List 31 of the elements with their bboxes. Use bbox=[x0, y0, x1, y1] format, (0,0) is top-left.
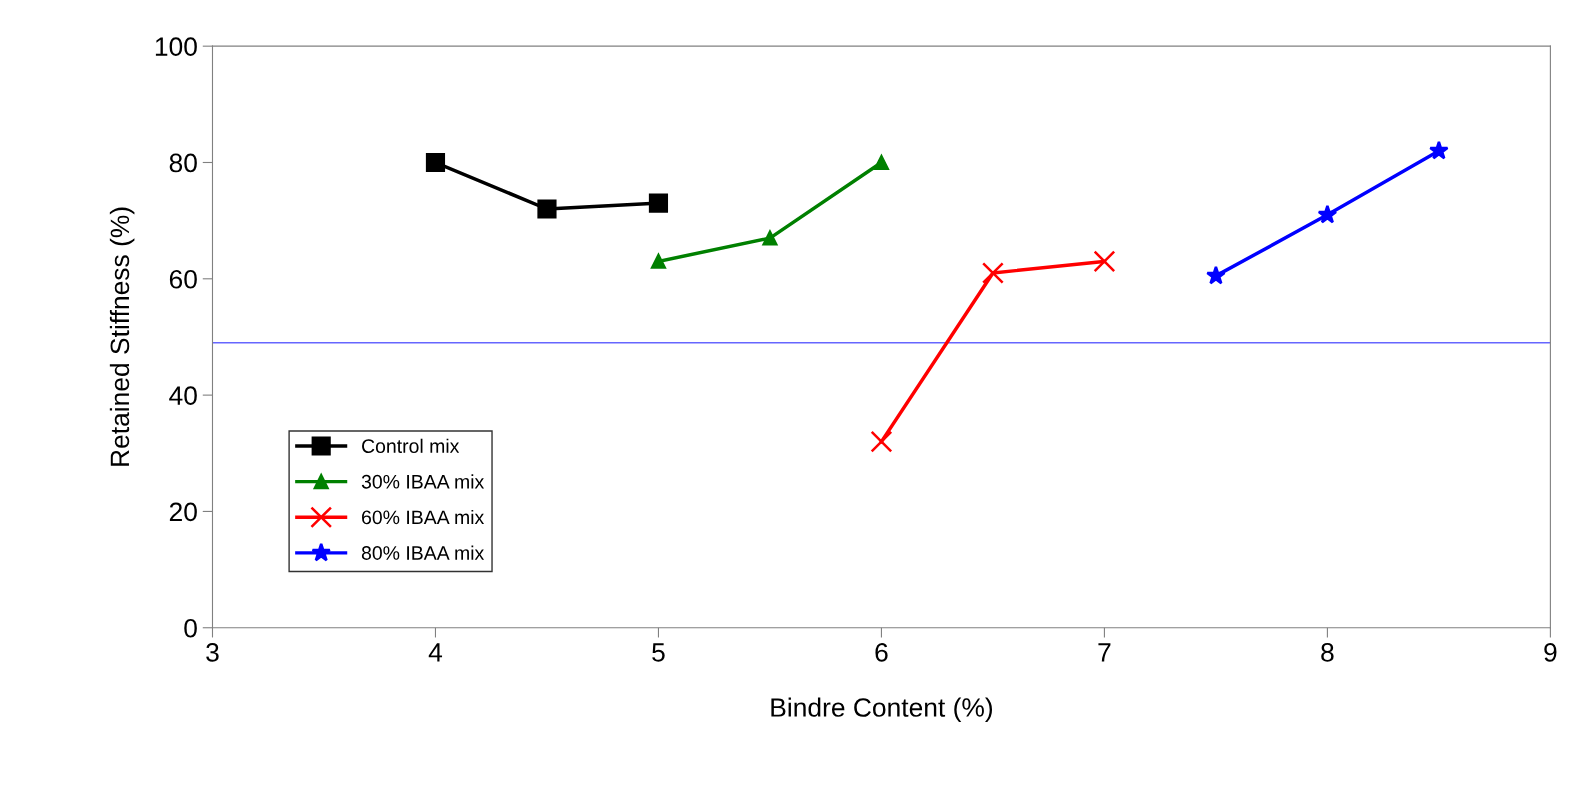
point bbox=[1206, 265, 1226, 285]
point bbox=[537, 199, 557, 219]
y-tick-label: 40 bbox=[169, 386, 197, 405]
point bbox=[870, 430, 893, 453]
y-tick-label: 20 bbox=[169, 502, 197, 522]
x-tick-label: 5 bbox=[652, 643, 665, 662]
point bbox=[1093, 250, 1116, 273]
point bbox=[648, 193, 669, 213]
x-tick-label: 6 bbox=[875, 643, 888, 662]
legend-label: 30% IBAA mix bbox=[361, 474, 485, 489]
y-tick-label: 0 bbox=[184, 618, 197, 638]
point bbox=[873, 154, 889, 170]
x-tick-label: 9 bbox=[1544, 643, 1557, 662]
point bbox=[650, 253, 666, 269]
x-tick-label: 4 bbox=[428, 643, 443, 662]
point bbox=[1429, 140, 1449, 160]
y-tick-label: 60 bbox=[169, 269, 197, 289]
point bbox=[425, 152, 446, 173]
x-tick-label: 3 bbox=[206, 643, 219, 662]
legend-label: 80% IBAA mix bbox=[361, 545, 485, 560]
y-tick-label: 100 bbox=[155, 37, 197, 56]
point bbox=[1317, 204, 1338, 224]
x-tick-label: 7 bbox=[1098, 643, 1111, 662]
y-axis-title: Retained Stiffness (%) bbox=[109, 207, 135, 466]
point bbox=[762, 230, 778, 246]
legend-label: 60% IBAA mix bbox=[362, 509, 485, 525]
x-axis-title: Bindre Content (%) bbox=[771, 697, 993, 723]
y-tick-label: 80 bbox=[169, 153, 197, 173]
legend-label: Control mix bbox=[362, 438, 460, 453]
point bbox=[981, 262, 1004, 284]
x-tick-label: 8 bbox=[1321, 643, 1334, 662]
